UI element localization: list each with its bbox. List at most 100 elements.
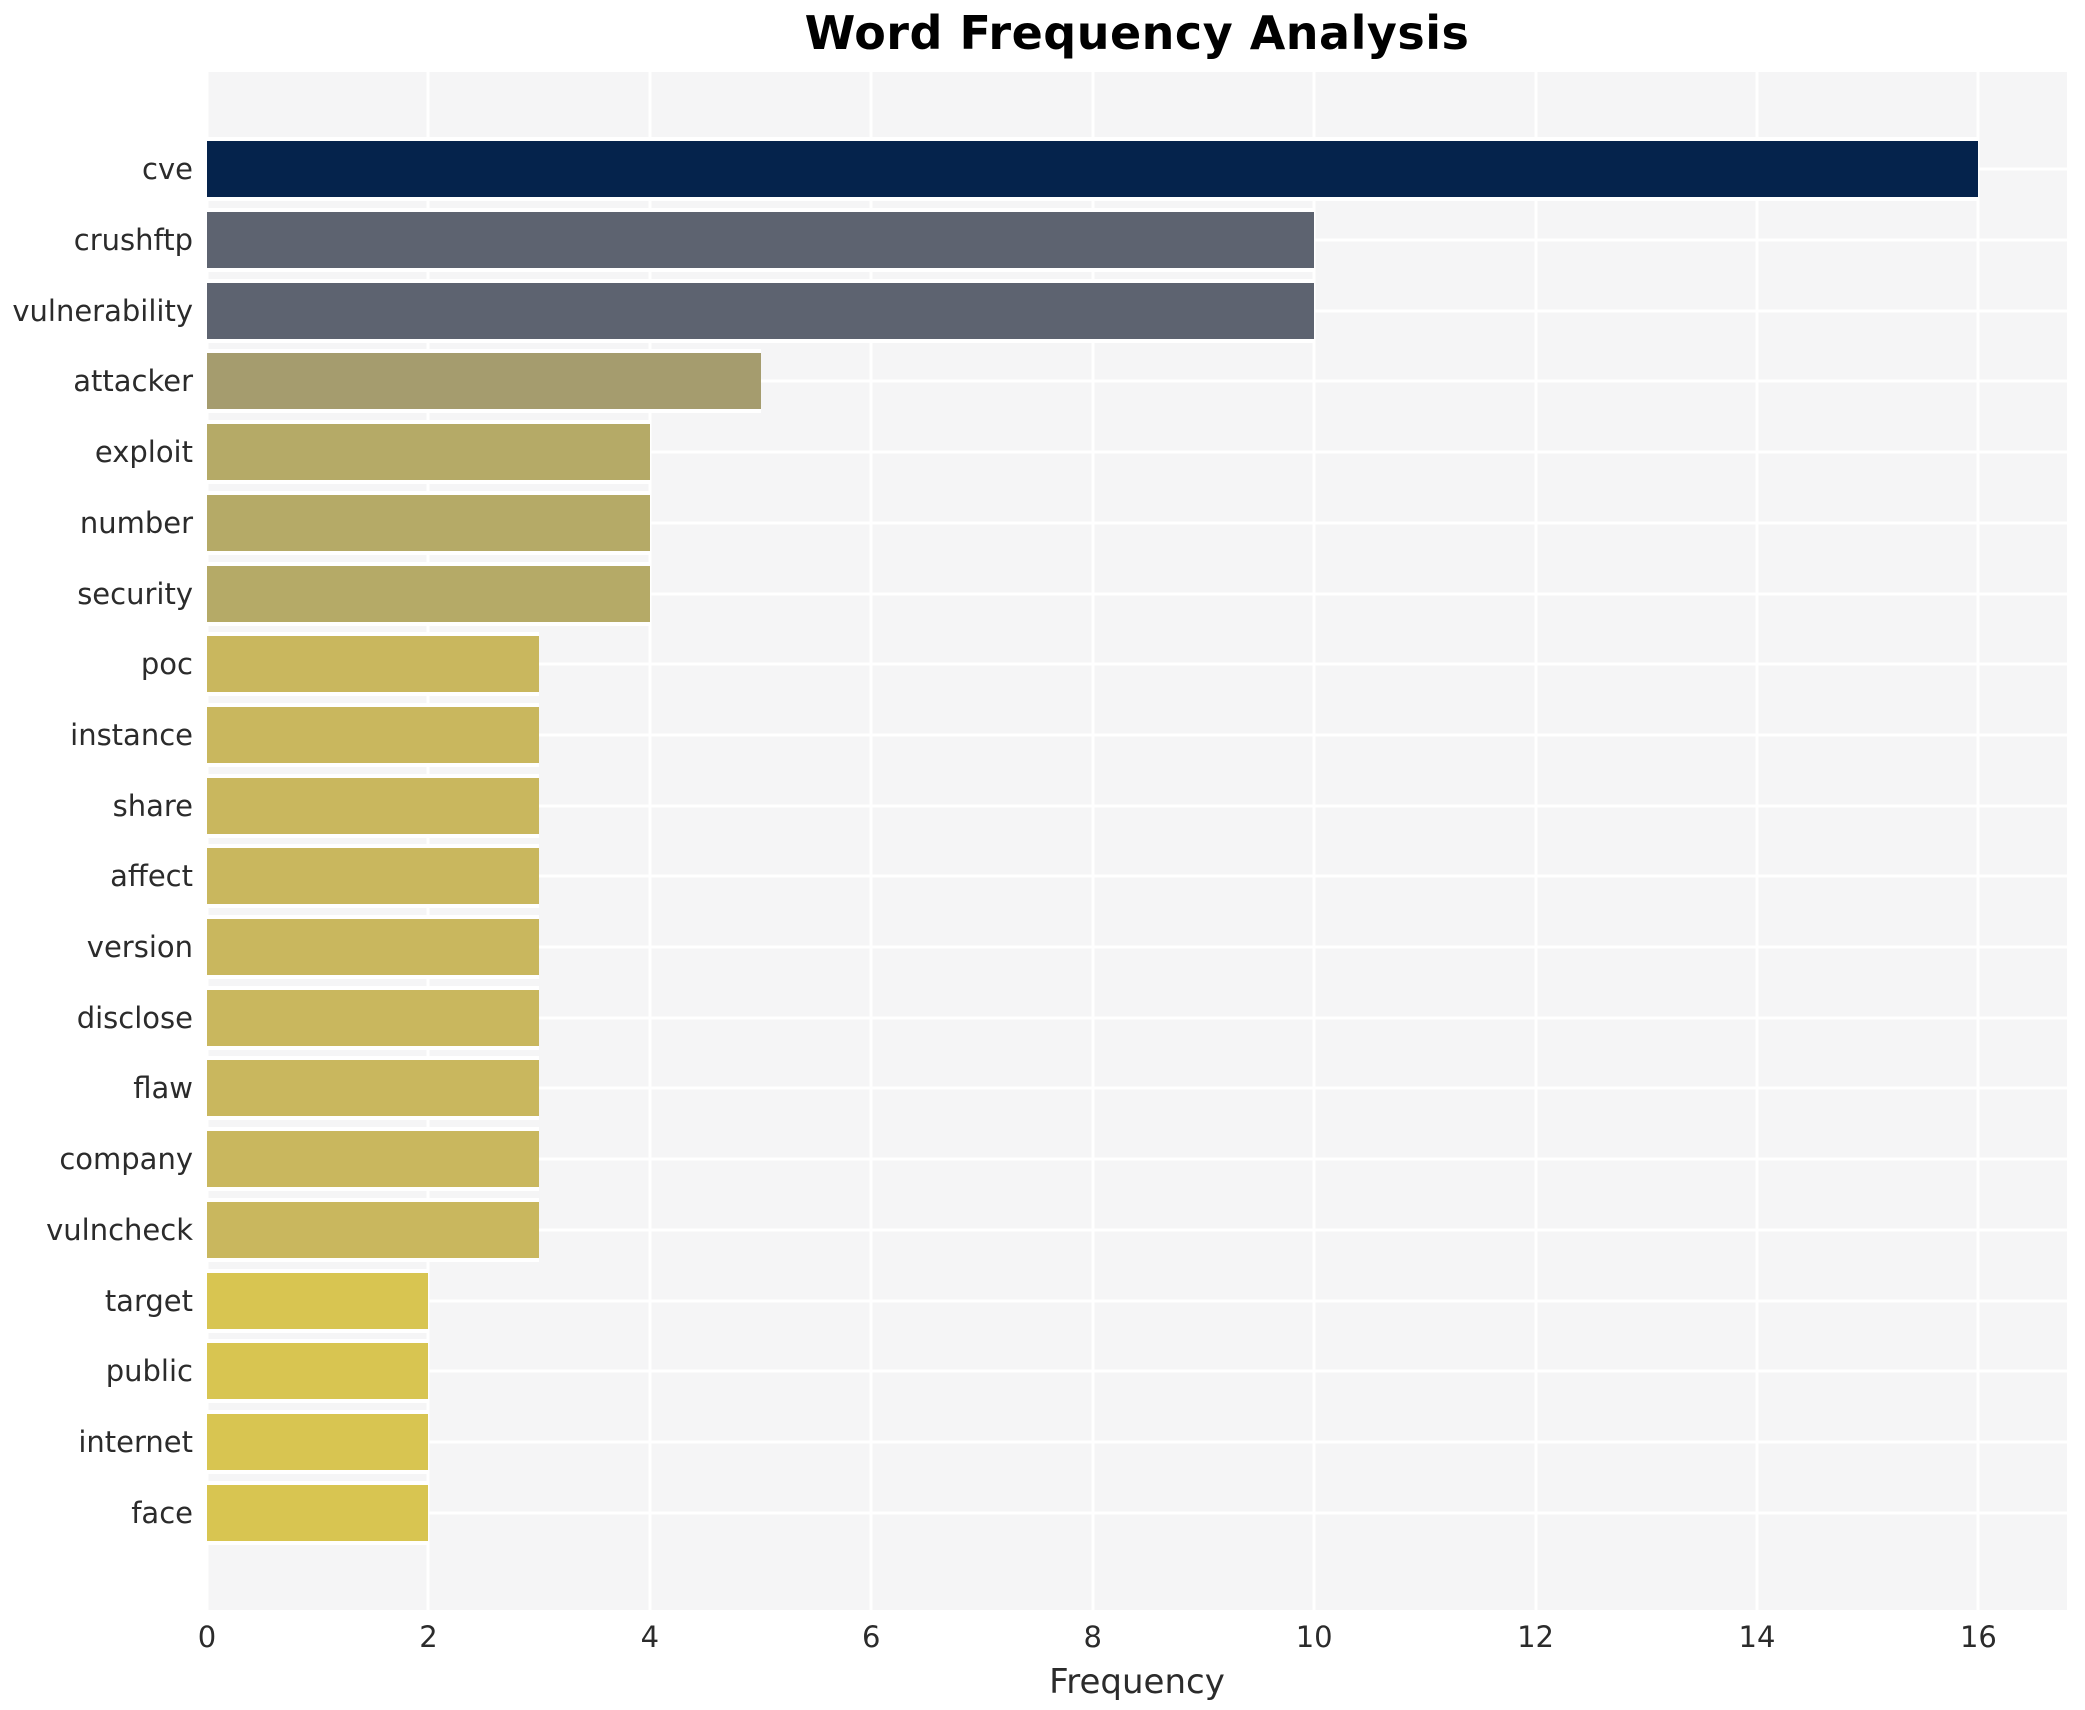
- gridline-horizontal: [207, 662, 2067, 666]
- category-label: share: [112, 788, 193, 823]
- gridline-horizontal: [207, 1299, 2067, 1303]
- category-label: company: [59, 1142, 193, 1177]
- bar-flaw: [207, 1056, 540, 1121]
- category-label: affect: [110, 859, 193, 894]
- x-axis-label: Frequency: [1049, 1662, 1225, 1702]
- bar-track: [207, 558, 2067, 629]
- x-tick-label: 14: [1738, 1620, 1776, 1654]
- x-tick-label: 2: [419, 1620, 438, 1654]
- category-label: exploit: [94, 435, 193, 470]
- gridline-horizontal: [207, 804, 2067, 808]
- x-tick-label: 10: [1295, 1620, 1333, 1654]
- x-tick-label: 0: [197, 1620, 217, 1654]
- bar-track: [207, 275, 2067, 346]
- bar-row: crushftp: [0, 205, 2085, 276]
- bar-track: [207, 417, 2067, 488]
- bar-track: [207, 134, 2067, 205]
- bar-row: affect: [0, 841, 2085, 912]
- bar-rows: cve crushftp vulnerability attacker exploit n…: [0, 72, 2085, 1610]
- gridline-horizontal: [207, 1228, 2067, 1232]
- bar-row: number: [0, 488, 2085, 559]
- bar-row: face: [0, 1477, 2085, 1548]
- bar-row: version: [0, 912, 2085, 983]
- bar-crushftp: [207, 208, 1315, 273]
- bar-row: flaw: [0, 1053, 2085, 1124]
- x-tick-label: 4: [640, 1620, 660, 1654]
- bar-track: [207, 1053, 2067, 1124]
- gridline-horizontal: [207, 521, 2067, 525]
- gridline-horizontal: [207, 592, 2067, 596]
- bar-track: [207, 1124, 2067, 1195]
- bar-track: [207, 770, 2067, 841]
- gridline-vertical: [426, 72, 430, 1610]
- category-label: vulncheck: [46, 1212, 193, 1247]
- gridline-vertical: [1091, 72, 1095, 1610]
- category-label: number: [79, 505, 193, 540]
- category-label: instance: [70, 717, 193, 752]
- bar-track: [207, 912, 2067, 983]
- bar-track: [207, 205, 2067, 276]
- bar-track: [207, 700, 2067, 771]
- bar-row: exploit: [0, 417, 2085, 488]
- bar-version: [207, 915, 540, 980]
- bar-track: [207, 629, 2067, 700]
- bar-instance: [207, 702, 540, 767]
- gridline-horizontal: [207, 1440, 2067, 1444]
- bar-security: [207, 561, 650, 626]
- category-label: security: [77, 576, 193, 611]
- bar-row: public: [0, 1336, 2085, 1407]
- chart-title: Word Frequency Analysis: [804, 6, 1470, 60]
- bar-row: company: [0, 1124, 2085, 1195]
- bar-internet: [207, 1410, 429, 1474]
- bar-row: poc: [0, 629, 2085, 700]
- bar-exploit: [207, 420, 650, 485]
- bar-target: [207, 1268, 429, 1333]
- bar-disclose: [207, 985, 540, 1050]
- bar-track: [207, 1407, 2067, 1478]
- bar-cve: [207, 137, 1979, 202]
- gridline-horizontal: [207, 733, 2067, 737]
- bar-track: [207, 982, 2067, 1053]
- gridline-vertical: [205, 72, 209, 1610]
- x-tick-label: 8: [1083, 1620, 1102, 1654]
- bar-face: [207, 1480, 429, 1545]
- gridline-vertical: [1976, 72, 1980, 1610]
- bar-row: vulnerability: [0, 275, 2085, 346]
- bar-share: [207, 773, 540, 838]
- category-label: poc: [140, 647, 193, 682]
- x-tick-label: 6: [862, 1620, 881, 1654]
- bar-track: [207, 1477, 2067, 1548]
- category-label: disclose: [76, 1000, 193, 1035]
- gridline-horizontal: [207, 1016, 2067, 1020]
- bar-attacker: [207, 349, 761, 414]
- gridline-horizontal: [207, 1369, 2067, 1373]
- bar-public: [207, 1339, 429, 1404]
- gridline-horizontal: [207, 1511, 2067, 1515]
- bar-vulnerability: [207, 278, 1315, 343]
- x-axis-ticks: 0 2 4 6 8 10 12 14 16: [198, 1620, 2067, 1660]
- bar-company: [207, 1127, 540, 1192]
- bar-number: [207, 490, 650, 555]
- bar-row: security: [0, 558, 2085, 629]
- gridline-vertical: [1312, 72, 1316, 1610]
- category-label: vulnerability: [12, 293, 193, 328]
- gridline-horizontal: [207, 945, 2067, 949]
- bar-poc: [207, 632, 540, 697]
- category-label: crushftp: [73, 223, 193, 258]
- gridline-vertical: [1755, 72, 1759, 1610]
- bar-row: internet: [0, 1407, 2085, 1478]
- gridline-horizontal: [207, 874, 2067, 878]
- category-label: target: [104, 1283, 193, 1318]
- bar-track: [207, 346, 2067, 417]
- bar-row: share: [0, 770, 2085, 841]
- gridline-horizontal: [207, 450, 2067, 454]
- gridline-vertical: [1534, 72, 1538, 1610]
- bar-track: [207, 841, 2067, 912]
- bar-row: disclose: [0, 982, 2085, 1053]
- gridline-vertical: [869, 72, 873, 1610]
- gridline-vertical: [648, 72, 652, 1610]
- bar-row: cve: [0, 134, 2085, 205]
- gridline-horizontal: [207, 1086, 2067, 1090]
- category-label: version: [86, 930, 193, 965]
